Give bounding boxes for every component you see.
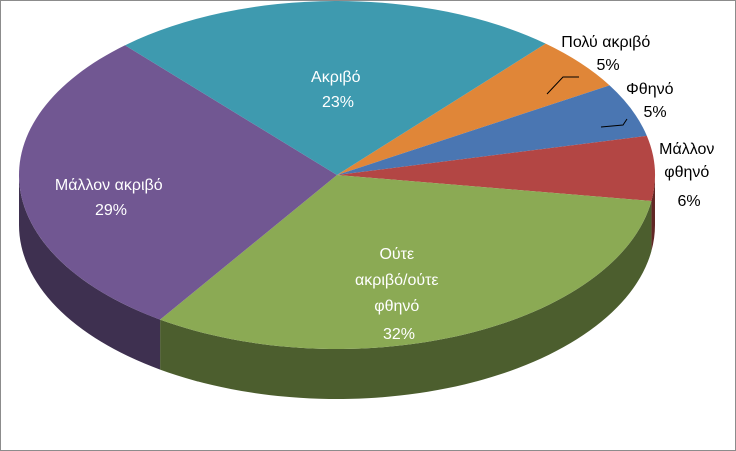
- pie-slice-side-2: [651, 175, 655, 252]
- pie-slice-1: [337, 85, 647, 175]
- leader-line-poly-akrivo: [546, 76, 579, 95]
- pie-slice-4: [18, 45, 337, 320]
- slice-label-mallon-akrivo: Μάλλον ακριβό 29%: [55, 177, 167, 219]
- slice-label-akrivo: Ακριβό 23%: [311, 69, 365, 111]
- pie-slice-5: [125, 1, 546, 175]
- pie-slice-2: [337, 135, 655, 202]
- slice-label-mallon-fthino: Μάλλον φθηνό 6%: [659, 141, 719, 210]
- slice-label-poly-akrivo: Πολύ ακριβό 5%: [561, 34, 654, 74]
- pie-slice-3: [160, 175, 652, 349]
- pie-slice-side-3: [160, 201, 652, 399]
- slice-label-fthino: Φθηνό 5%: [626, 81, 678, 121]
- leader-line-fthino: [600, 118, 628, 128]
- pie-slice-0: [337, 43, 610, 175]
- slice-label-oute-akrivo-oute-fthino: Ούτε ακριβό/ούτε φθηνό 32%: [355, 246, 443, 343]
- pie-slice-side-4: [19, 175, 161, 370]
